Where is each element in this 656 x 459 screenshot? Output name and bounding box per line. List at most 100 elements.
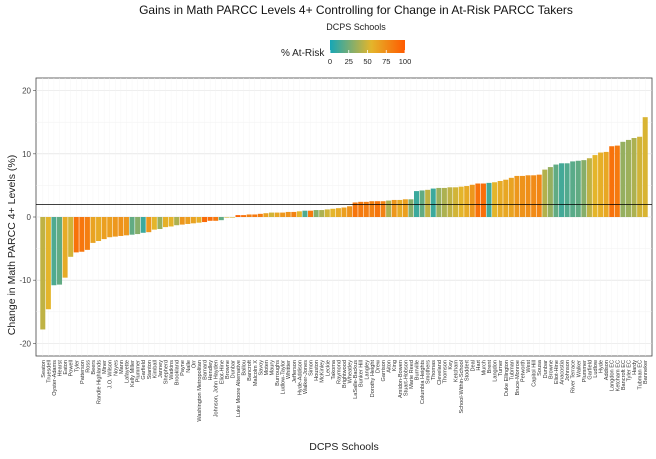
chart-subtitle: DCPS Schools bbox=[326, 22, 386, 32]
bar bbox=[469, 184, 475, 217]
bar bbox=[73, 217, 79, 253]
bar bbox=[146, 217, 152, 233]
bar bbox=[352, 202, 358, 217]
x-tick-label: Savoy bbox=[258, 360, 264, 376]
x-tick-label: King bbox=[392, 360, 398, 371]
x-tick-label: Dunbar bbox=[543, 360, 549, 378]
x-tick-label: Washington Metropolitan bbox=[197, 360, 203, 422]
bar bbox=[614, 145, 620, 217]
x-tick-label: Hendley bbox=[208, 360, 214, 381]
bar bbox=[229, 217, 235, 218]
x-tick-label: Kimball bbox=[152, 360, 158, 378]
x-tick-label: Sousa bbox=[537, 359, 543, 376]
bar bbox=[436, 187, 442, 217]
legend-tick-label: 75 bbox=[382, 57, 390, 66]
x-tick-label: Hyde bbox=[599, 360, 605, 373]
x-tick-label: Orr bbox=[191, 360, 197, 368]
y-axis: -20 -10 0 10 20 bbox=[19, 87, 36, 348]
x-tick-label: Turner bbox=[498, 360, 504, 376]
x-tick-label: Columbia Heights bbox=[420, 360, 426, 404]
x-tick-label: Dorothy Height bbox=[370, 360, 376, 398]
bar bbox=[525, 175, 531, 217]
x-tick-label: Ross bbox=[85, 360, 91, 373]
x-tick-label: Tubman bbox=[509, 360, 515, 380]
plot-panel bbox=[35, 77, 653, 357]
bar bbox=[40, 217, 46, 330]
x-tick-label: Powell bbox=[69, 360, 75, 376]
x-tick-label: Addison bbox=[604, 360, 610, 380]
bar bbox=[330, 208, 336, 217]
legend: % At-Risk 0 25 50 75 100 bbox=[281, 40, 411, 66]
bar bbox=[519, 175, 526, 217]
x-tick-label: Patterson bbox=[80, 360, 86, 384]
bar bbox=[497, 180, 503, 217]
x-tick-label: Brookland bbox=[175, 360, 181, 385]
x-tick-label: Eliot-Hine bbox=[219, 360, 225, 384]
bar bbox=[157, 217, 163, 230]
bar bbox=[536, 174, 542, 217]
y-tick-label: 0 bbox=[27, 213, 32, 222]
bar bbox=[129, 217, 135, 235]
x-tick-label: Noyes bbox=[113, 360, 119, 376]
x-tick-label: Petworth bbox=[520, 360, 526, 382]
x-tick-label: Plummer bbox=[136, 360, 142, 383]
bar bbox=[162, 217, 169, 228]
x-tick-label: Wheatley bbox=[348, 360, 354, 384]
bar bbox=[380, 201, 386, 217]
bar bbox=[642, 117, 648, 217]
x-tick-label: Tyler bbox=[74, 360, 80, 372]
x-tick-label: Lafayette bbox=[124, 360, 130, 383]
x-tick-label: Randle Highlands bbox=[97, 360, 103, 404]
x-tick-label: Johnson bbox=[565, 360, 571, 381]
x-tick-label: Janney bbox=[158, 360, 164, 378]
bar bbox=[285, 211, 291, 217]
x-tick-label: J.O. Wilson bbox=[108, 360, 114, 389]
bar bbox=[68, 217, 74, 257]
x-tick-label: Raymond bbox=[336, 360, 342, 384]
x-tick-label: Stanton bbox=[147, 360, 153, 379]
x-tick-label: Cleveland bbox=[437, 360, 443, 385]
bar bbox=[347, 206, 353, 217]
bar bbox=[609, 146, 615, 217]
bar bbox=[547, 167, 553, 217]
x-tick-label: Bruce-Monroe bbox=[515, 360, 521, 395]
x-tick-label: Langdon bbox=[493, 360, 499, 382]
x-tick-label: Barnard bbox=[203, 360, 209, 380]
bar bbox=[592, 155, 598, 217]
x-tick-label: Seaton bbox=[41, 360, 47, 378]
bar bbox=[620, 141, 626, 217]
bar bbox=[402, 199, 408, 217]
bar bbox=[475, 183, 481, 217]
x-tick-label: Browne bbox=[548, 360, 554, 379]
x-tick-label: Johnson, John Hayden bbox=[214, 360, 220, 417]
x-tick-label: Ballou bbox=[242, 360, 248, 376]
bar bbox=[441, 187, 447, 217]
x-tick-label: Jefferson bbox=[292, 360, 298, 383]
bar bbox=[174, 217, 180, 226]
x-tick-label: Walker-Jones bbox=[303, 360, 309, 394]
x-tick-label: Plummer bbox=[582, 360, 588, 383]
x-tick-label: Aiton bbox=[387, 360, 393, 373]
bar bbox=[62, 217, 68, 278]
x-tick-label: Whittier bbox=[286, 360, 292, 379]
legend-tick-label: 100 bbox=[399, 57, 412, 66]
x-tick-label: Dunbar bbox=[230, 360, 236, 378]
bar bbox=[531, 175, 537, 217]
bar bbox=[319, 210, 325, 217]
bar bbox=[224, 217, 230, 218]
x-tick-label: Maury bbox=[269, 360, 275, 376]
x-tick-label: Burrville bbox=[415, 360, 421, 380]
bar bbox=[140, 217, 146, 233]
bar bbox=[90, 217, 96, 243]
x-tick-label: Bancroft EC bbox=[621, 360, 627, 390]
bar bbox=[84, 217, 90, 250]
bar bbox=[503, 179, 509, 217]
bar bbox=[625, 139, 631, 217]
x-tick-label: Luke Moore Alternative bbox=[236, 360, 242, 417]
legend-tick-label: 25 bbox=[345, 57, 353, 66]
bar bbox=[79, 217, 85, 252]
x-tick-label: Capitol Hill bbox=[532, 360, 538, 387]
bar bbox=[447, 187, 453, 217]
x-tick-label: Garfield bbox=[141, 360, 147, 380]
bar bbox=[374, 201, 380, 217]
